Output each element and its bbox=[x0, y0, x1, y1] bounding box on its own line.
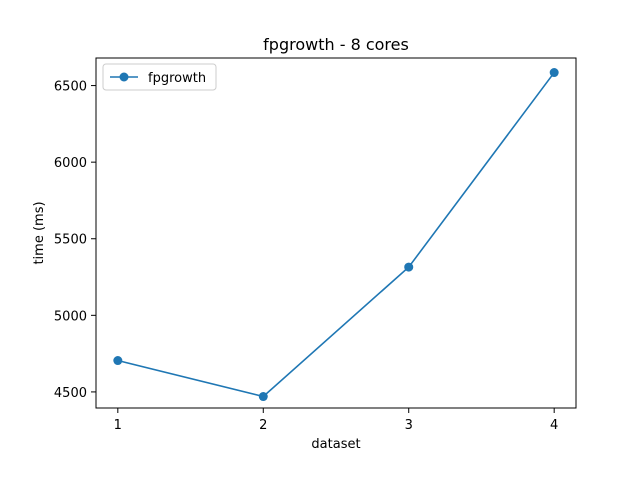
legend: fpgrowth bbox=[102, 63, 217, 91]
y-tick-label: 4500 bbox=[54, 386, 87, 401]
plot-area bbox=[95, 57, 577, 409]
y-tick-label: 6500 bbox=[54, 80, 87, 95]
x-tick-label: 1 bbox=[114, 418, 122, 433]
x-tick-label: 4 bbox=[550, 418, 558, 433]
y-tick-label: 6000 bbox=[54, 156, 87, 171]
y-tick-label: 5000 bbox=[54, 309, 87, 324]
chart-title: fpgrowth - 8 cores bbox=[263, 35, 409, 54]
y-axis-label: time (ms) bbox=[32, 201, 47, 264]
data-point bbox=[113, 356, 123, 366]
legend-box bbox=[102, 63, 217, 91]
y-axis: 4500 5000 5500 6000 6500 bbox=[54, 80, 96, 401]
x-tick-label: 2 bbox=[259, 418, 267, 433]
series-line bbox=[117, 72, 555, 398]
legend-label: fpgrowth bbox=[148, 71, 206, 86]
x-axis: 1 2 3 4 bbox=[114, 408, 558, 433]
data-point bbox=[549, 68, 559, 78]
x-axis-label: dataset bbox=[311, 437, 360, 452]
data-point bbox=[258, 392, 268, 402]
legend-marker bbox=[119, 72, 129, 82]
y-tick-label: 5500 bbox=[54, 233, 87, 248]
data-point bbox=[404, 262, 414, 272]
series-layer bbox=[113, 68, 559, 402]
x-tick-label: 3 bbox=[405, 418, 413, 433]
